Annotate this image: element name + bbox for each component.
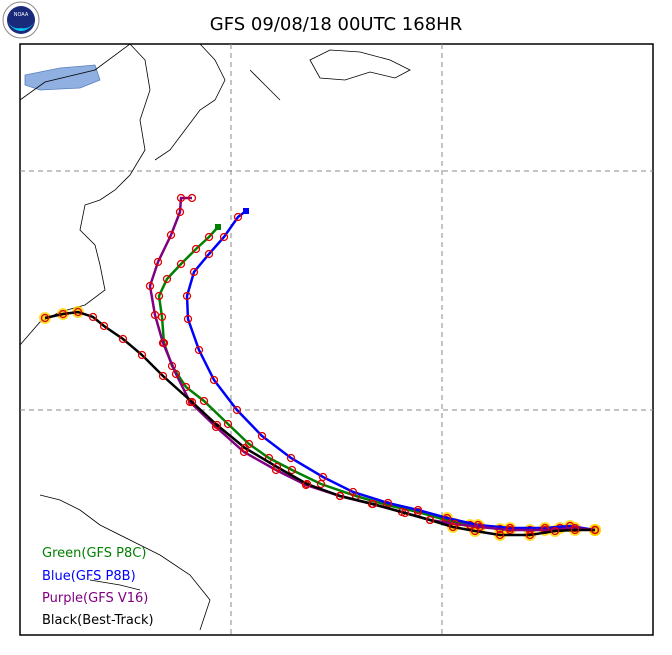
track-point xyxy=(162,274,172,284)
title: GFS 09/08/18 00UTC 168HR xyxy=(210,14,462,35)
track-point xyxy=(400,508,410,518)
track-line xyxy=(185,210,596,532)
track-start xyxy=(243,208,249,214)
track-point xyxy=(257,431,267,441)
legend-item: Purple(GFS V16) xyxy=(42,591,148,606)
track-point xyxy=(287,465,297,475)
track-point xyxy=(368,499,378,509)
track-point xyxy=(154,291,164,301)
track-point xyxy=(209,375,219,385)
track-point xyxy=(99,321,109,331)
track-point xyxy=(176,193,186,203)
track-point xyxy=(240,443,250,453)
track-point xyxy=(194,345,204,355)
legend-item: Green(GFS P8C) xyxy=(42,546,146,561)
track-point xyxy=(40,313,50,323)
track-point xyxy=(191,244,201,254)
track-point xyxy=(590,525,600,535)
track-line xyxy=(44,310,595,537)
graticule xyxy=(20,44,653,635)
track-point xyxy=(189,267,199,277)
track-start xyxy=(215,224,221,230)
track-point xyxy=(150,310,160,320)
track-point xyxy=(495,530,505,540)
track-point xyxy=(199,396,209,406)
track-point xyxy=(158,371,168,381)
track-point xyxy=(118,334,128,344)
logo: NOAA xyxy=(2,1,40,39)
track-point xyxy=(550,526,560,536)
logo-text: NOAA xyxy=(14,12,29,18)
tracks xyxy=(39,193,601,541)
track-point xyxy=(153,257,163,267)
track-point xyxy=(88,312,98,322)
track-point xyxy=(58,309,68,319)
track-point xyxy=(175,207,185,217)
track-point xyxy=(219,232,229,242)
track-point xyxy=(348,487,358,497)
coastlines xyxy=(19,43,411,631)
track-point xyxy=(413,505,423,515)
track-point xyxy=(223,419,233,429)
track-point xyxy=(570,525,580,535)
track-point xyxy=(475,522,485,532)
track-point xyxy=(158,338,168,348)
track-point xyxy=(73,307,83,317)
track-point xyxy=(182,291,192,301)
track-point xyxy=(448,522,458,532)
track-line xyxy=(148,196,596,532)
track-point xyxy=(302,479,312,489)
track-point xyxy=(505,525,515,535)
track-point xyxy=(187,193,197,203)
track-point xyxy=(286,453,296,463)
legend-item: Black(Best-Track) xyxy=(42,613,154,628)
track-point xyxy=(204,249,214,259)
track-point xyxy=(525,530,535,540)
track-point xyxy=(204,232,214,242)
track-point xyxy=(187,397,197,407)
track-point xyxy=(145,281,155,291)
track-point xyxy=(233,212,243,222)
track-point xyxy=(335,491,345,501)
track-point xyxy=(166,230,176,240)
track-point xyxy=(137,350,147,360)
legend-item: Blue(GFS P8B) xyxy=(42,569,136,584)
track-point xyxy=(212,420,222,430)
track-point xyxy=(183,314,193,324)
track-point xyxy=(176,259,186,269)
track-point xyxy=(383,498,393,508)
track-point xyxy=(232,405,242,415)
track-point xyxy=(425,515,435,525)
legend: Green(GFS P8C) Blue(GFS P8B) Purple(GFS … xyxy=(42,546,154,628)
track-point xyxy=(470,526,480,536)
track-point xyxy=(272,462,282,472)
track-point xyxy=(318,472,328,482)
track-point xyxy=(171,369,181,379)
